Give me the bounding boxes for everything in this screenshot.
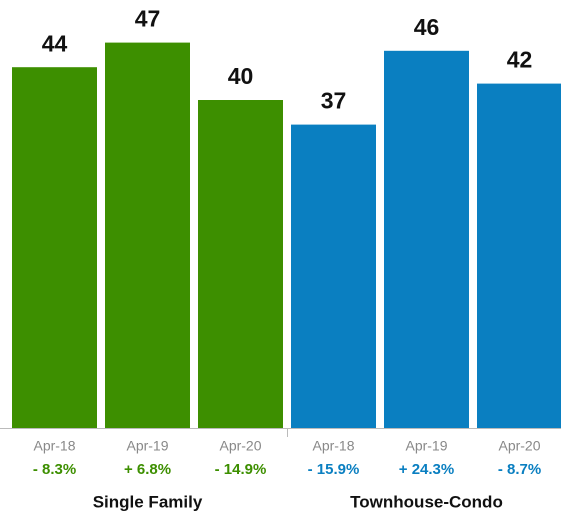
value-label: 42 [507, 47, 533, 73]
value-label: 37 [321, 88, 347, 114]
value-label: 46 [414, 14, 440, 40]
category-label: Apr-20 [498, 438, 540, 454]
bar [12, 67, 97, 428]
change-label: - 8.7% [498, 461, 541, 478]
group-label: Townhouse-Condo [350, 492, 503, 511]
category-label: Apr-19 [405, 438, 447, 454]
bar [105, 42, 190, 428]
bar [384, 50, 469, 429]
category-label: Apr-18 [312, 438, 354, 454]
value-label: 44 [42, 30, 68, 56]
category-label: Apr-20 [219, 438, 261, 454]
category-label: Apr-19 [126, 438, 168, 454]
change-label: - 14.9% [215, 461, 267, 478]
value-label: 40 [228, 63, 254, 89]
value-label: 47 [135, 6, 161, 32]
category-label: Apr-18 [33, 438, 75, 454]
bar [291, 124, 376, 428]
change-label: - 15.9% [308, 461, 360, 478]
change-label: + 6.8% [124, 461, 171, 478]
group-label: Single Family [93, 492, 203, 511]
change-label: - 8.3% [33, 461, 76, 478]
bar [477, 83, 561, 428]
change-label: + 24.3% [399, 461, 454, 478]
bar [198, 100, 283, 428]
